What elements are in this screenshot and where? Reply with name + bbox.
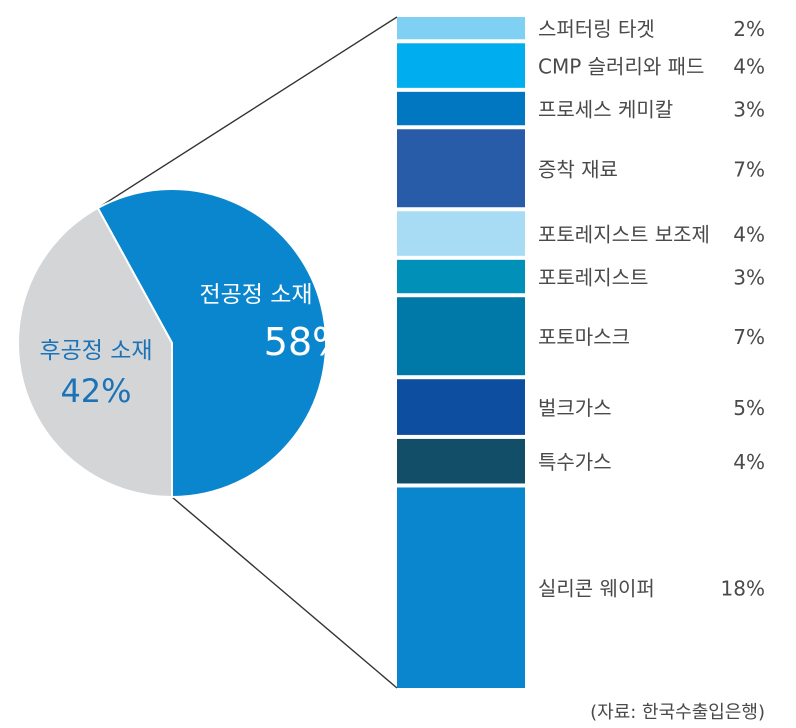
bar-segment bbox=[397, 211, 525, 256]
bar-segment bbox=[397, 129, 525, 208]
connector-lines bbox=[97, 16, 398, 689]
bar-segment bbox=[397, 259, 525, 294]
pie-label-name: 전공정 소재 bbox=[199, 282, 312, 308]
segment-value: 3% bbox=[733, 98, 765, 122]
pie: 전공정 소재 58% 후공정 소재 42% bbox=[17, 188, 348, 499]
segment-label: 벌크가스 bbox=[538, 396, 612, 420]
segment-label: 포토레지스트 bbox=[538, 266, 648, 290]
bar-segment bbox=[397, 297, 525, 376]
segment-value: 4% bbox=[733, 223, 765, 247]
breakdown-bar bbox=[397, 17, 525, 688]
segment-value: 4% bbox=[733, 55, 765, 79]
pie-slice-back-end-materials bbox=[17, 206, 173, 499]
bar-segment bbox=[397, 17, 525, 40]
segment-value: 7% bbox=[733, 325, 765, 349]
source-note: (자료: 한국수출입은행) bbox=[590, 702, 765, 723]
pie-label-value: 42% bbox=[60, 372, 131, 410]
segment-value: 18% bbox=[721, 577, 765, 601]
bar-segment bbox=[397, 91, 525, 126]
segment-value: 4% bbox=[733, 450, 765, 474]
bar-segment bbox=[397, 43, 525, 88]
segment-value: 5% bbox=[733, 396, 765, 420]
segment-label: 포토레지스트 보조제 bbox=[538, 223, 710, 247]
breakdown-labels: 스퍼터링 타겟 2% CMP 슬러리와 패드 4% 프로세스 케미칼 3% 증착 재료 7% 포… bbox=[538, 17, 765, 601]
segment-label: 실리콘 웨이퍼 bbox=[538, 577, 655, 601]
segment-label: 증착 재료 bbox=[538, 157, 618, 181]
segment-value: 2% bbox=[733, 17, 765, 41]
pie-slice-front-end-materials bbox=[96, 188, 327, 499]
segment-label: 포토마스크 bbox=[538, 325, 630, 349]
segment-label: CMP 슬러리와 패드 bbox=[538, 55, 704, 79]
bar-segment bbox=[397, 379, 525, 435]
segment-label: 프로세스 케미칼 bbox=[538, 98, 673, 122]
pie-label-value: 58% bbox=[264, 320, 348, 364]
connector-line-bottom bbox=[171, 496, 398, 689]
segment-label: 특수가스 bbox=[538, 450, 612, 474]
segment-label: 스퍼터링 타겟 bbox=[538, 17, 655, 41]
segment-value: 7% bbox=[733, 157, 765, 181]
bar-segment bbox=[397, 438, 525, 484]
connector-line-top bbox=[97, 16, 398, 209]
bar-segment bbox=[397, 487, 525, 688]
pie-label-name: 후공정 소재 bbox=[39, 338, 152, 364]
segment-value: 3% bbox=[733, 266, 765, 290]
